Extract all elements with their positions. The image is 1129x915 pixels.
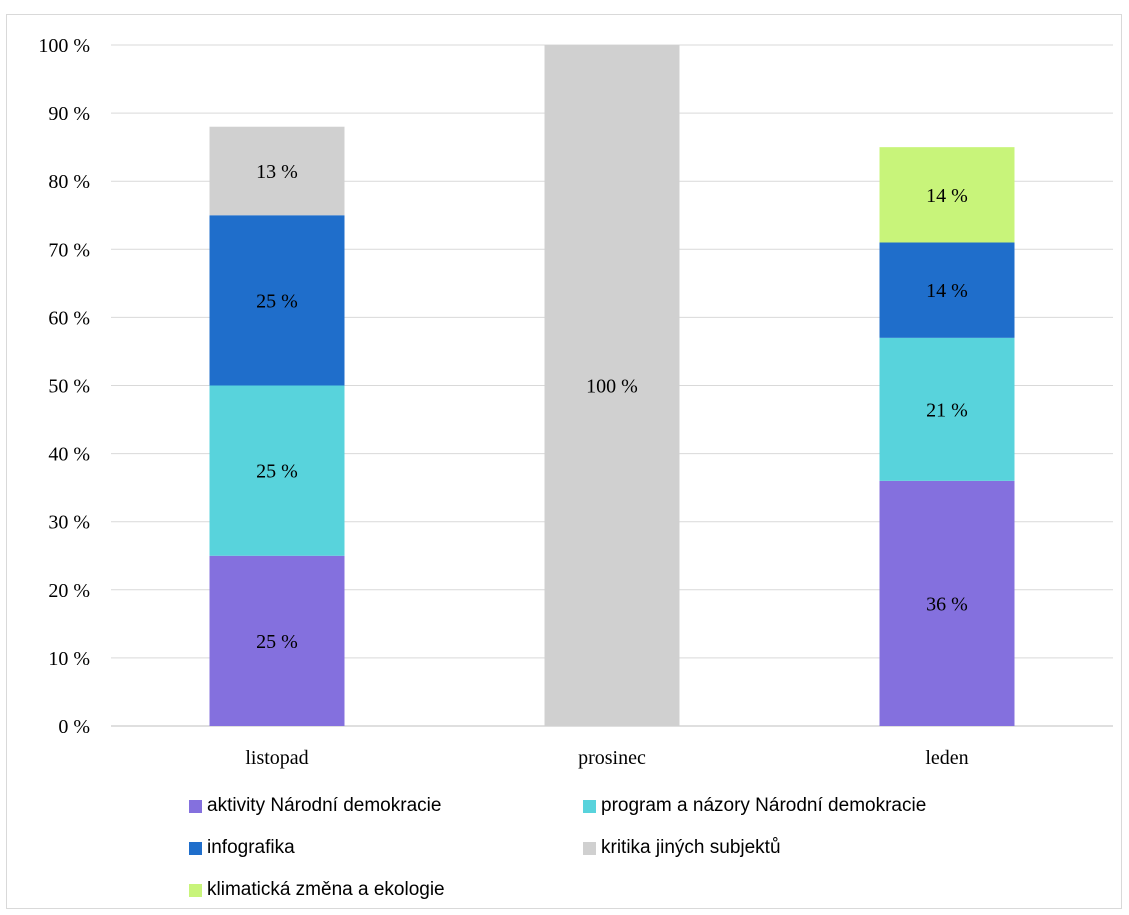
data-label: 25 % xyxy=(256,631,298,653)
bar-segment xyxy=(879,480,1015,726)
bar-segment xyxy=(879,147,1015,243)
bar-segment xyxy=(879,242,1015,338)
y-axis-tick-labels: 0 % 10 % 20 % 30 % 40 % 50 % 60 % 70 % 80 % 90 % 1… xyxy=(38,35,90,738)
data-label: 14 % xyxy=(926,280,968,302)
data-label: 25 % xyxy=(256,461,298,483)
y-tick-label: 80 % xyxy=(48,171,90,193)
data-labels: 25 % 25 % 25 % 13 % 100 % 36 % 21 % 14 % 14 % xyxy=(256,161,968,653)
bar-segment xyxy=(209,126,345,216)
x-tick-label: prosinec xyxy=(578,747,646,769)
bar-segment xyxy=(209,385,345,556)
data-label: 25 % xyxy=(256,290,298,312)
data-label: 36 % xyxy=(926,593,968,615)
x-tick-label: leden xyxy=(925,747,968,769)
y-tick-label: 60 % xyxy=(48,307,90,329)
y-tick-label: 50 % xyxy=(48,376,90,398)
bar-segment xyxy=(209,215,345,386)
data-label: 100 % xyxy=(586,376,638,398)
y-tick-label: 70 % xyxy=(48,239,90,261)
y-tick-label: 100 % xyxy=(38,35,90,57)
y-tick-label: 30 % xyxy=(48,512,90,534)
bar-segment xyxy=(879,337,1015,481)
x-tick-label: listopad xyxy=(245,747,308,769)
x-axis-tick-labels: listopad prosinec leden xyxy=(245,747,968,769)
bars xyxy=(209,45,1015,726)
data-label: 13 % xyxy=(256,161,298,183)
bar-segment xyxy=(544,45,680,726)
y-tick-label: 10 % xyxy=(48,648,90,670)
data-label: 21 % xyxy=(926,399,968,421)
y-tick-label: 90 % xyxy=(48,103,90,125)
bar-segment xyxy=(209,555,345,726)
y-tick-label: 20 % xyxy=(48,580,90,602)
data-label: 14 % xyxy=(926,185,968,207)
y-tick-label: 0 % xyxy=(58,716,90,738)
y-tick-label: 40 % xyxy=(48,444,90,466)
